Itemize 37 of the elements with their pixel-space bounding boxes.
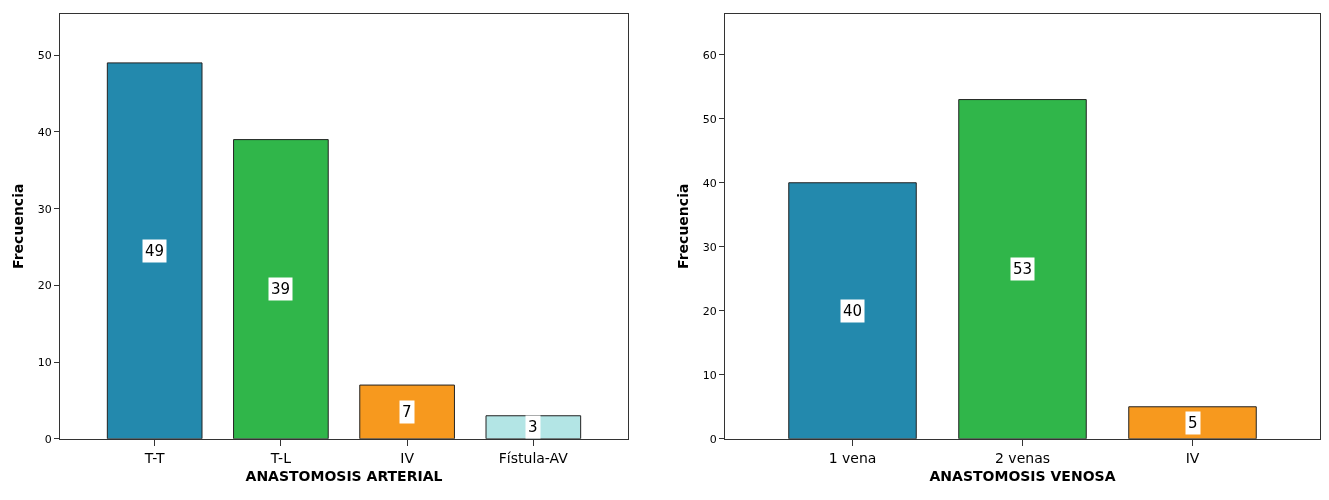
x-tick-label: IV: [1185, 449, 1200, 466]
x-tick-label: 1 vena: [828, 449, 877, 466]
bar: [359, 384, 455, 439]
data-label: 49: [145, 242, 165, 260]
y-tick-label: 40: [37, 125, 52, 139]
y-tick-label: 20: [702, 304, 717, 318]
y-tick-label: 10: [702, 368, 717, 382]
y-tick-label: 60: [702, 48, 717, 62]
y-tick-label: 0: [44, 432, 52, 446]
y-tick-label: 0: [709, 432, 717, 446]
data-label: 7: [402, 403, 412, 421]
x-tick-label: IV: [400, 449, 415, 466]
data-label: 40: [843, 302, 863, 320]
data-label: 39: [271, 280, 291, 298]
x-tick-label: Fístula-AV: [498, 449, 569, 466]
bar: [788, 182, 917, 439]
y-tick-label: 10: [37, 355, 52, 369]
bar: [958, 99, 1087, 439]
x-tick-label: T-L: [269, 449, 292, 466]
x-axis-title: ANASTOMOSIS ARTERIAL: [245, 467, 443, 484]
y-axis-title: Frecuencia: [10, 183, 27, 269]
y-tick-label: 50: [702, 112, 717, 126]
y-tick-label: 30: [702, 240, 717, 254]
y-tick-label: 30: [37, 202, 52, 216]
y-tick-label: 50: [37, 49, 52, 63]
bar: [1128, 406, 1257, 439]
y-tick-label: 20: [37, 279, 52, 293]
x-tick-label: 2 venas: [994, 449, 1051, 466]
y-tick-label: 40: [702, 176, 717, 190]
data-label: 3: [528, 418, 538, 436]
x-tick-label: T-T: [143, 449, 165, 466]
data-label: 5: [1188, 414, 1198, 432]
y-axis-title: Frecuencia: [675, 183, 692, 269]
data-label: 53: [1013, 260, 1033, 278]
bar: [106, 62, 203, 439]
x-axis-title: ANASTOMOSIS VENOSA: [929, 467, 1116, 484]
bar: [233, 139, 329, 439]
